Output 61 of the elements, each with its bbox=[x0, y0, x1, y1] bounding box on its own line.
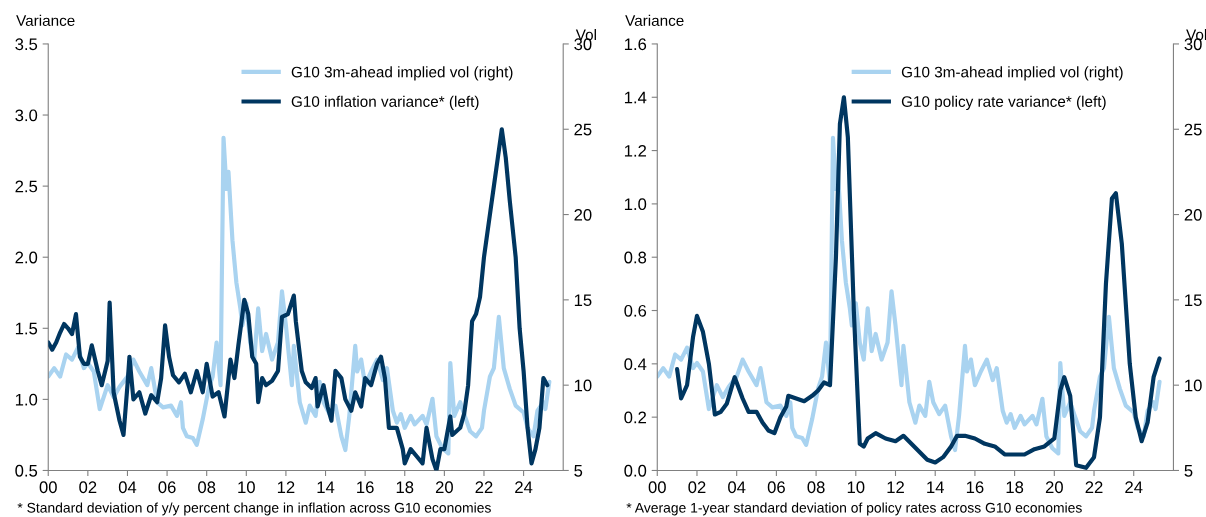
x-tick-label: 04 bbox=[728, 481, 746, 494]
x-tick-label: 22 bbox=[475, 481, 493, 493]
x-tick-label: 08 bbox=[807, 481, 825, 494]
x-tick-label: 10 bbox=[238, 481, 255, 494]
legend-label: G10 3m-ahead implied vol (right) bbox=[291, 66, 513, 81]
y2-tick-label: 15 bbox=[1185, 294, 1202, 307]
x-tick-label: 22 bbox=[1085, 481, 1103, 493]
y-tick-label: 1.5 bbox=[15, 322, 38, 335]
y-tick-label: 1.2 bbox=[624, 144, 647, 157]
text: * Average 1-year standard deviation of policy rates across G10 economies bbox=[626, 502, 1082, 516]
y-tick-label: 0.4 bbox=[624, 358, 647, 371]
y-axis-title: Variance bbox=[625, 14, 684, 26]
y2-tick-label: 10 bbox=[1185, 379, 1202, 392]
x-tick-label: 02 bbox=[79, 481, 97, 494]
x-tick-label: 18 bbox=[1006, 481, 1024, 494]
y-tick-label: 3.0 bbox=[15, 109, 38, 122]
x-tick-label: 10 bbox=[847, 481, 865, 494]
y-tick-label: 1.4 bbox=[624, 91, 647, 104]
y2-tick-label: 10 bbox=[574, 379, 592, 392]
legend-label: G10 3m-ahead implied vol (right) bbox=[901, 66, 1123, 81]
x-tick-label: 20 bbox=[435, 481, 453, 494]
x-tick-label: 16 bbox=[966, 481, 984, 494]
x-tick-label: 00 bbox=[39, 481, 57, 494]
x-tick-label: 24 bbox=[1125, 481, 1143, 493]
y2-tick-label: 20 bbox=[1184, 208, 1202, 221]
y-tick-label: 0.8 bbox=[624, 251, 647, 264]
text: * Standard deviation of y/y percent change in inflation across G10 economies bbox=[17, 502, 491, 516]
x-tick-label: 08 bbox=[198, 481, 216, 494]
x-tick-label: 06 bbox=[158, 481, 176, 494]
x-tick-label: 14 bbox=[317, 481, 335, 493]
x-tick-label: 18 bbox=[396, 481, 414, 494]
x-tick-label: 06 bbox=[767, 481, 785, 494]
x-tick-label: 20 bbox=[1045, 481, 1063, 494]
y-tick-label: 0.2 bbox=[624, 411, 647, 424]
x-tick-label: 02 bbox=[688, 481, 706, 494]
y2-tick-label: 5 bbox=[574, 465, 583, 477]
x-tick-label: 24 bbox=[515, 481, 533, 493]
y-tick-label: 0.6 bbox=[624, 304, 647, 317]
y2-tick-label: 20 bbox=[574, 208, 592, 221]
y-tick-label: 1.6 bbox=[624, 38, 647, 51]
y2-tick-label: 25 bbox=[574, 123, 592, 136]
y-tick-label: 2.0 bbox=[15, 251, 38, 264]
y-tick-label: 3.5 bbox=[15, 38, 38, 51]
x-tick-label: 14 bbox=[927, 481, 944, 493]
y2-tick-label: 5 bbox=[1184, 465, 1193, 477]
legend-label: G10 inflation variance* (left) bbox=[291, 95, 479, 110]
y-tick-label: 2.5 bbox=[15, 180, 38, 193]
y2-tick-label: 25 bbox=[1184, 123, 1202, 136]
y-tick-label: 1.0 bbox=[624, 198, 647, 211]
line-series bbox=[675, 95, 1162, 470]
x-tick-label: 16 bbox=[357, 481, 374, 494]
x-tick-label: 12 bbox=[277, 481, 295, 493]
x-tick-label: 12 bbox=[887, 481, 904, 493]
y-tick-label: 0.5 bbox=[15, 464, 38, 477]
y-tick-label: 1.0 bbox=[15, 393, 38, 406]
x-tick-label: 00 bbox=[648, 481, 666, 494]
x-tick-label: 04 bbox=[118, 481, 137, 494]
y2-tick-label: 15 bbox=[574, 294, 592, 307]
y-axis-title: Variance bbox=[16, 14, 75, 26]
legend-label: G10 policy rate variance* (left) bbox=[901, 95, 1106, 110]
y-tick-label: 0.0 bbox=[624, 464, 647, 477]
